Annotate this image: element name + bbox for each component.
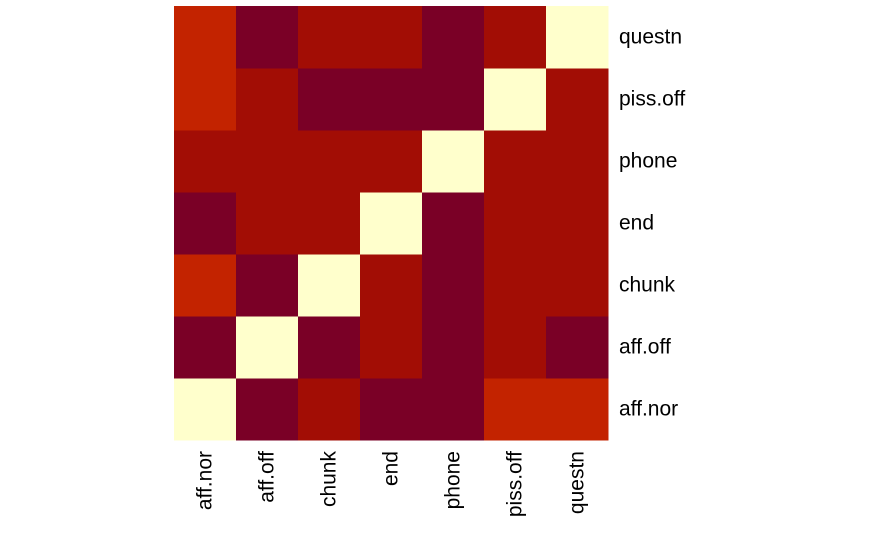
- row-label: phone: [619, 150, 677, 173]
- heatmap-cell-questn-piss.off: [484, 6, 547, 69]
- column-label: questn: [566, 451, 589, 514]
- heatmap-cell-aff.nor-end: [360, 378, 423, 441]
- heatmap-cell-aff.nor-aff.nor: [174, 378, 237, 441]
- heatmap-cell-aff.off-chunk: [298, 316, 361, 379]
- heatmap-cell-end-end: [360, 192, 423, 255]
- heatmap-cell-chunk-questn: [546, 254, 609, 317]
- heatmap-cell-piss.off-aff.off: [236, 68, 299, 131]
- heatmap-cell-aff.nor-phone: [422, 378, 485, 441]
- heatmap-cell-aff.nor-piss.off: [484, 378, 547, 441]
- heatmap-cell-chunk-piss.off: [484, 254, 547, 317]
- heatmap-cell-chunk-chunk: [298, 254, 361, 317]
- heatmap-cell-chunk-phone: [422, 254, 485, 317]
- row-labels: aff.nor aff.off chunk end phone piss.off quest…: [619, 26, 685, 421]
- row-label: aff.nor: [619, 398, 678, 421]
- row-label: aff.off: [619, 336, 671, 359]
- heatmap-cell-end-aff.nor: [174, 192, 237, 255]
- heatmap-cell-questn-phone: [422, 6, 485, 69]
- heatmap-cell-end-aff.off: [236, 192, 299, 255]
- heatmap-cell-piss.off-questn: [546, 68, 609, 131]
- heatmap-cell-phone-end: [360, 130, 423, 193]
- column-labels: aff.nor aff.off chunk end phone piss.off quest…: [194, 451, 589, 518]
- heatmap-cell-aff.nor-aff.off: [236, 378, 299, 441]
- heatmap-cell-phone-piss.off: [484, 130, 547, 193]
- column-label: piss.off: [504, 451, 527, 517]
- heatmap-cell-aff.off-questn: [546, 316, 609, 379]
- heatmap-cell-piss.off-aff.nor: [174, 68, 237, 131]
- heatmap-cell-aff.nor-questn: [546, 378, 609, 441]
- heatmap-cell-questn-questn: [546, 6, 609, 69]
- heatmap-cell-end-phone: [422, 192, 485, 255]
- row-label: questn: [619, 26, 682, 49]
- column-label: end: [380, 451, 403, 486]
- column-label: phone: [442, 451, 465, 509]
- heatmap-cell-questn-chunk: [298, 6, 361, 69]
- heatmap-cell-piss.off-piss.off: [484, 68, 547, 131]
- heatmap-cell-piss.off-end: [360, 68, 423, 131]
- heatmap-cell-aff.off-phone: [422, 316, 485, 379]
- heatmap-cell-phone-aff.off: [236, 130, 299, 193]
- row-label: piss.off: [619, 88, 685, 111]
- heatmap-cell-piss.off-phone: [422, 68, 485, 131]
- heatmap-cell-end-piss.off: [484, 192, 547, 255]
- heatmap-cell-piss.off-chunk: [298, 68, 361, 131]
- row-label: chunk: [619, 274, 676, 297]
- heatmap-cell-questn-aff.off: [236, 6, 299, 69]
- heatmap-cell-aff.nor-chunk: [298, 378, 361, 441]
- column-label: chunk: [318, 451, 341, 508]
- heatmap-cell-chunk-end: [360, 254, 423, 317]
- heatmap-cell-end-chunk: [298, 192, 361, 255]
- heatmap-cell-end-questn: [546, 192, 609, 255]
- heatmap-cell-phone-questn: [546, 130, 609, 193]
- row-label: end: [619, 212, 654, 235]
- heatmap-cells: [174, 6, 609, 441]
- heatmap-cell-aff.off-end: [360, 316, 423, 379]
- heatmap-cell-phone-chunk: [298, 130, 361, 193]
- column-label: aff.nor: [194, 451, 217, 510]
- heatmap-cell-aff.off-piss.off: [484, 316, 547, 379]
- column-label: aff.off: [256, 451, 279, 503]
- heatmap-cell-chunk-aff.off: [236, 254, 299, 317]
- heatmap-cell-chunk-aff.nor: [174, 254, 237, 317]
- heatmap-cell-questn-aff.nor: [174, 6, 237, 69]
- heatmap-cell-aff.off-aff.off: [236, 316, 299, 379]
- heatmap-cell-phone-aff.nor: [174, 130, 237, 193]
- heatmap-cell-phone-phone: [422, 130, 485, 193]
- heatmap-cell-aff.off-aff.nor: [174, 316, 237, 379]
- heatmap-cell-questn-end: [360, 6, 423, 69]
